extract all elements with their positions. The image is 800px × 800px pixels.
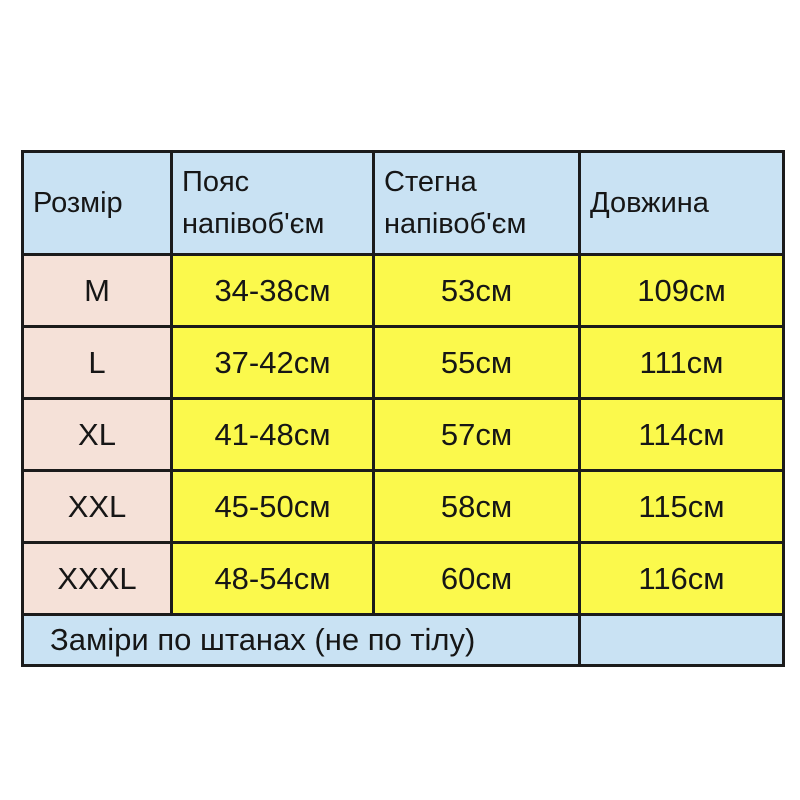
hips-value: 53см xyxy=(372,253,581,328)
size-chart-table: Розмір Пояс напівоб'єм Стегна напівоб'єм… xyxy=(21,150,785,667)
table-row: XXXL 48-54см 60см 116см xyxy=(21,541,785,616)
table-row: XXL 45-50см 58см 115см xyxy=(21,469,785,544)
footnote-row: Заміри по штанах (не по тілу) xyxy=(21,613,785,667)
hips-value: 57см xyxy=(372,397,581,472)
table-row: XL 41-48см 57см 114см xyxy=(21,397,785,472)
waist-value: 34-38см xyxy=(170,253,375,328)
waist-value: 45-50см xyxy=(170,469,375,544)
table-row: M 34-38см 53см 109см xyxy=(21,253,785,328)
waist-value: 41-48см xyxy=(170,397,375,472)
col-header-size: Розмір xyxy=(21,150,173,256)
length-value: 114см xyxy=(578,397,785,472)
length-value: 111см xyxy=(578,325,785,400)
hips-value: 58см xyxy=(372,469,581,544)
hips-value: 60см xyxy=(372,541,581,616)
col-header-length: Довжина xyxy=(578,150,785,256)
waist-value: 48-54см xyxy=(170,541,375,616)
footnote-empty-cell xyxy=(578,613,785,667)
size-label: L xyxy=(21,325,173,400)
size-label: XXXL xyxy=(21,541,173,616)
length-value: 115см xyxy=(578,469,785,544)
size-label: XXL xyxy=(21,469,173,544)
col-header-waist: Пояс напівоб'єм xyxy=(170,150,375,256)
table-row: L 37-42см 55см 111см xyxy=(21,325,785,400)
footnote-text: Заміри по штанах (не по тілу) xyxy=(21,613,581,667)
hips-value: 55см xyxy=(372,325,581,400)
size-label: M xyxy=(21,253,173,328)
size-label: XL xyxy=(21,397,173,472)
length-value: 116см xyxy=(578,541,785,616)
col-header-hips: Стегна напівоб'єм xyxy=(372,150,581,256)
length-value: 109см xyxy=(578,253,785,328)
header-row: Розмір Пояс напівоб'єм Стегна напівоб'єм… xyxy=(21,150,785,256)
waist-value: 37-42см xyxy=(170,325,375,400)
